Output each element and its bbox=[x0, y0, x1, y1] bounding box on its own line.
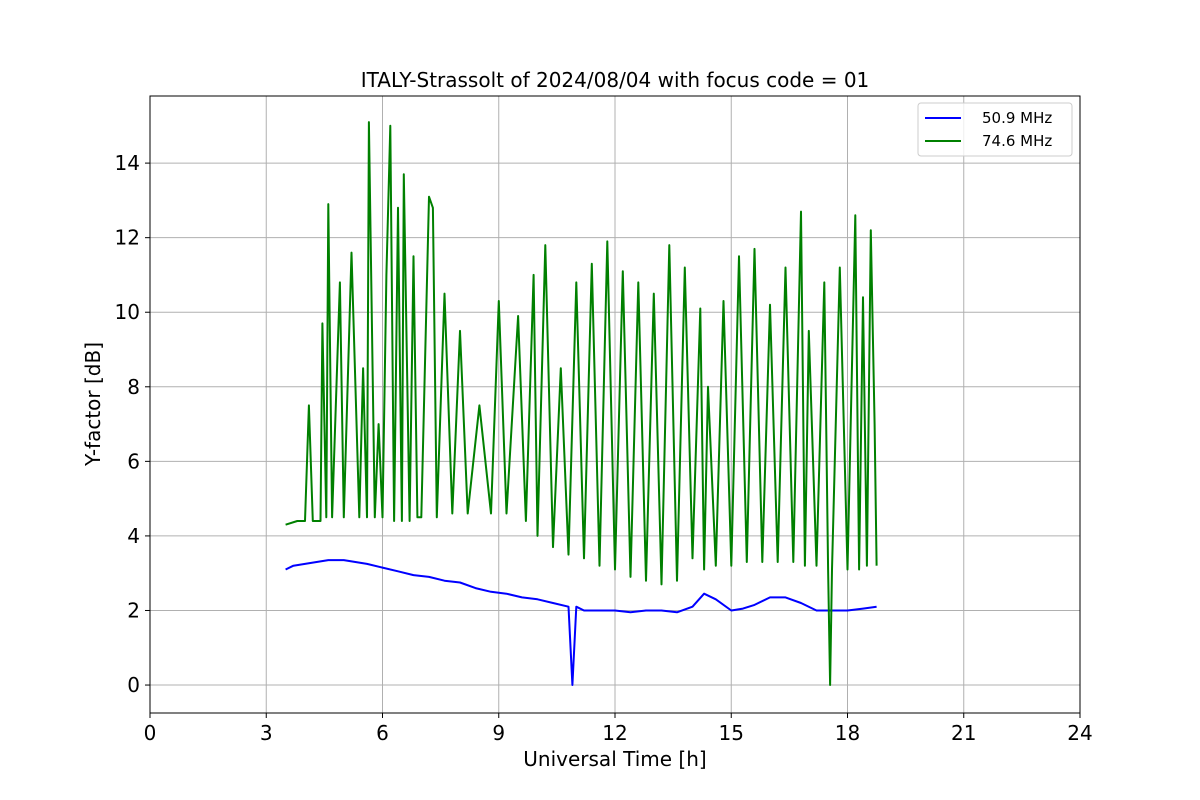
y-axis-ticks: 0 2 4 6 8 10 12 14 bbox=[115, 151, 150, 697]
y-tick-label: 14 bbox=[115, 151, 140, 175]
legend: 50.9 MHz 74.6 MHz bbox=[917, 102, 1073, 157]
chart-title: ITALY-Strassolt of 2024/08/04 with focus… bbox=[361, 68, 870, 92]
legend-label-0: 50.9 MHz bbox=[982, 109, 1052, 127]
x-axis-ticks: 0 3 6 9 12 15 18 21 24 bbox=[144, 713, 1093, 745]
x-tick-label: 24 bbox=[1067, 721, 1092, 745]
y-axis-label: Y-factor [dB] bbox=[81, 342, 105, 467]
grid bbox=[150, 96, 1080, 713]
y-tick-label: 2 bbox=[127, 598, 140, 622]
y-tick-label: 12 bbox=[115, 226, 140, 250]
y-tick-label: 4 bbox=[127, 524, 140, 548]
y-tick-label: 0 bbox=[127, 673, 140, 697]
x-tick-label: 0 bbox=[144, 721, 157, 745]
plot-series bbox=[285, 121, 878, 686]
x-tick-label: 18 bbox=[835, 721, 860, 745]
legend-label-1: 74.6 MHz bbox=[982, 132, 1052, 150]
x-tick-label: 3 bbox=[260, 721, 273, 745]
y-tick-label: 10 bbox=[115, 300, 140, 324]
x-tick-label: 15 bbox=[719, 721, 744, 745]
x-tick-label: 9 bbox=[492, 721, 505, 745]
x-tick-label: 6 bbox=[376, 721, 389, 745]
legend-box bbox=[917, 102, 1073, 157]
x-axis-label: Universal Time [h] bbox=[523, 747, 706, 771]
y-tick-label: 6 bbox=[127, 449, 140, 473]
series-line-1 bbox=[285, 121, 878, 686]
x-tick-label: 12 bbox=[602, 721, 627, 745]
x-tick-label: 21 bbox=[951, 721, 976, 745]
y-tick-label: 8 bbox=[127, 375, 140, 399]
series-line-0 bbox=[285, 559, 877, 686]
